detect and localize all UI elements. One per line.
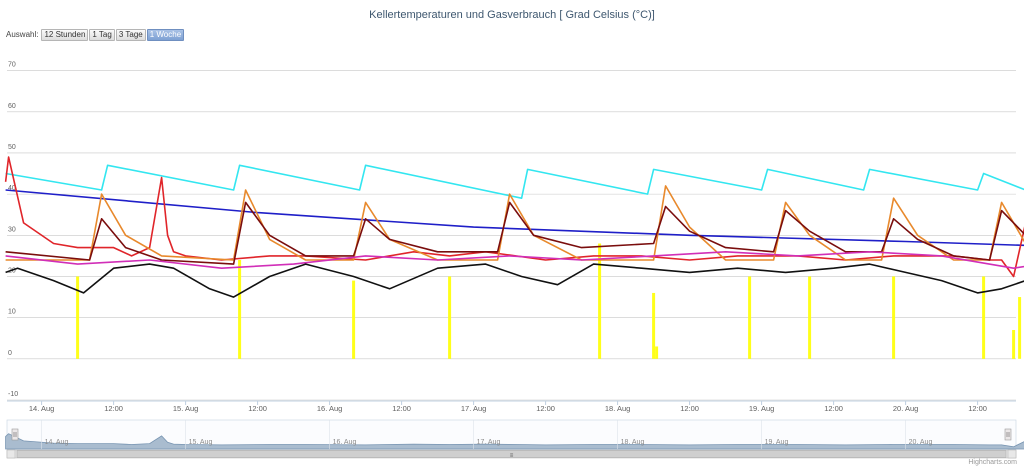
navigator-label: 14. Aug (45, 439, 69, 446)
gas-column-bar (1018, 297, 1022, 359)
x-tick-label: 12:00 (392, 404, 411, 413)
series-line-darkred (5, 201, 1024, 265)
navigator-area (5, 433, 1024, 450)
gas-column-bar (1012, 330, 1016, 359)
chart-title: Kellertemperaturen und Gasverbrauch [ Gr… (369, 9, 655, 21)
scrollbar-thumb[interactable] (16, 450, 1007, 458)
gas-column-bar (652, 292, 656, 359)
y-tick-label: 40 (8, 185, 16, 192)
gas-column-bar (655, 346, 659, 359)
range-button-1-tag[interactable]: 1 Tag (89, 28, 115, 41)
navigator-handle-left[interactable] (11, 428, 19, 441)
x-tick-label: 12:00 (248, 404, 267, 413)
range-selector: Auswahl: 12 Stunden 1 Tag 3 Tage 1 Woche (6, 28, 185, 41)
scroll-right-arrow[interactable] (1007, 449, 1017, 459)
y-tick-label: 60 (8, 103, 16, 110)
series-line-cyan (5, 164, 1024, 199)
gas-column-bar (238, 260, 242, 359)
gas-column-bar (982, 276, 986, 359)
y-tick-label: 30 (8, 226, 16, 233)
navigator[interactable]: 14. Aug 15. Aug 16. Aug 17. Aug 18. Aug 19. A… (5, 419, 1024, 459)
series-line-magenta (5, 251, 1024, 270)
x-tick-label: 15. Aug (173, 404, 198, 413)
y-tick-label: 0 (8, 350, 12, 357)
navigator-label: 20. Aug (909, 439, 933, 446)
x-tick-label: 16. Aug (317, 404, 342, 413)
gas-column-bar (808, 276, 812, 359)
y-grid (7, 70, 1016, 401)
y-tick-label: -10 (8, 391, 18, 398)
scroll-left-arrow[interactable] (6, 449, 16, 459)
x-axis: 14. Aug 12:00 15. Aug 12:00 16. Aug 12:00 17. … (7, 400, 1016, 413)
x-tick-label: 12:00 (680, 404, 699, 413)
x-tick-label: 17. Aug (461, 404, 486, 413)
y-tick-label: 10 (8, 309, 16, 316)
navigator-label: 18. Aug (621, 439, 645, 446)
x-tick-label: 20. Aug (893, 404, 918, 413)
x-tick-label: 19. Aug (749, 404, 774, 413)
range-button-12-stunden[interactable]: 12 Stunden (41, 28, 89, 41)
gas-column-bar (598, 243, 602, 359)
credits-link[interactable]: Highcharts.com (968, 459, 1017, 466)
navigator-label: 16. Aug (333, 439, 357, 446)
navigator-label: 17. Aug (477, 439, 501, 446)
navigator-label: 15. Aug (189, 439, 213, 446)
series-line-black (5, 263, 1024, 298)
x-tick-label: 14. Aug (29, 404, 54, 413)
navigator-label: 19. Aug (765, 439, 789, 446)
gas-column-bar (748, 276, 752, 359)
range-button-1-woche[interactable]: 1 Woche (146, 28, 185, 41)
range-selector-label: Auswahl: (6, 30, 39, 39)
x-tick-label: 12:00 (968, 404, 987, 413)
x-tick-label: 18. Aug (605, 404, 630, 413)
gas-column-bar (448, 276, 452, 359)
series-line-red (4, 156, 1024, 278)
scrollbar-grip-icon: ≡ (510, 453, 514, 459)
gas-columns (76, 243, 1022, 359)
series-lines (4, 156, 1024, 298)
gas-column-bar (352, 280, 356, 359)
x-tick-label: 12:00 (536, 404, 555, 413)
range-button-3-tage[interactable]: 3 Tage (115, 28, 146, 41)
navigator-handle-right[interactable] (1004, 428, 1012, 441)
x-tick-label: 12:00 (824, 404, 843, 413)
y-tick-label: 50 (8, 144, 16, 151)
gas-column-bar (892, 276, 896, 359)
gas-column-bar (76, 276, 80, 359)
x-tick-label: 12:00 (104, 404, 123, 413)
y-tick-label: 70 (8, 62, 16, 69)
